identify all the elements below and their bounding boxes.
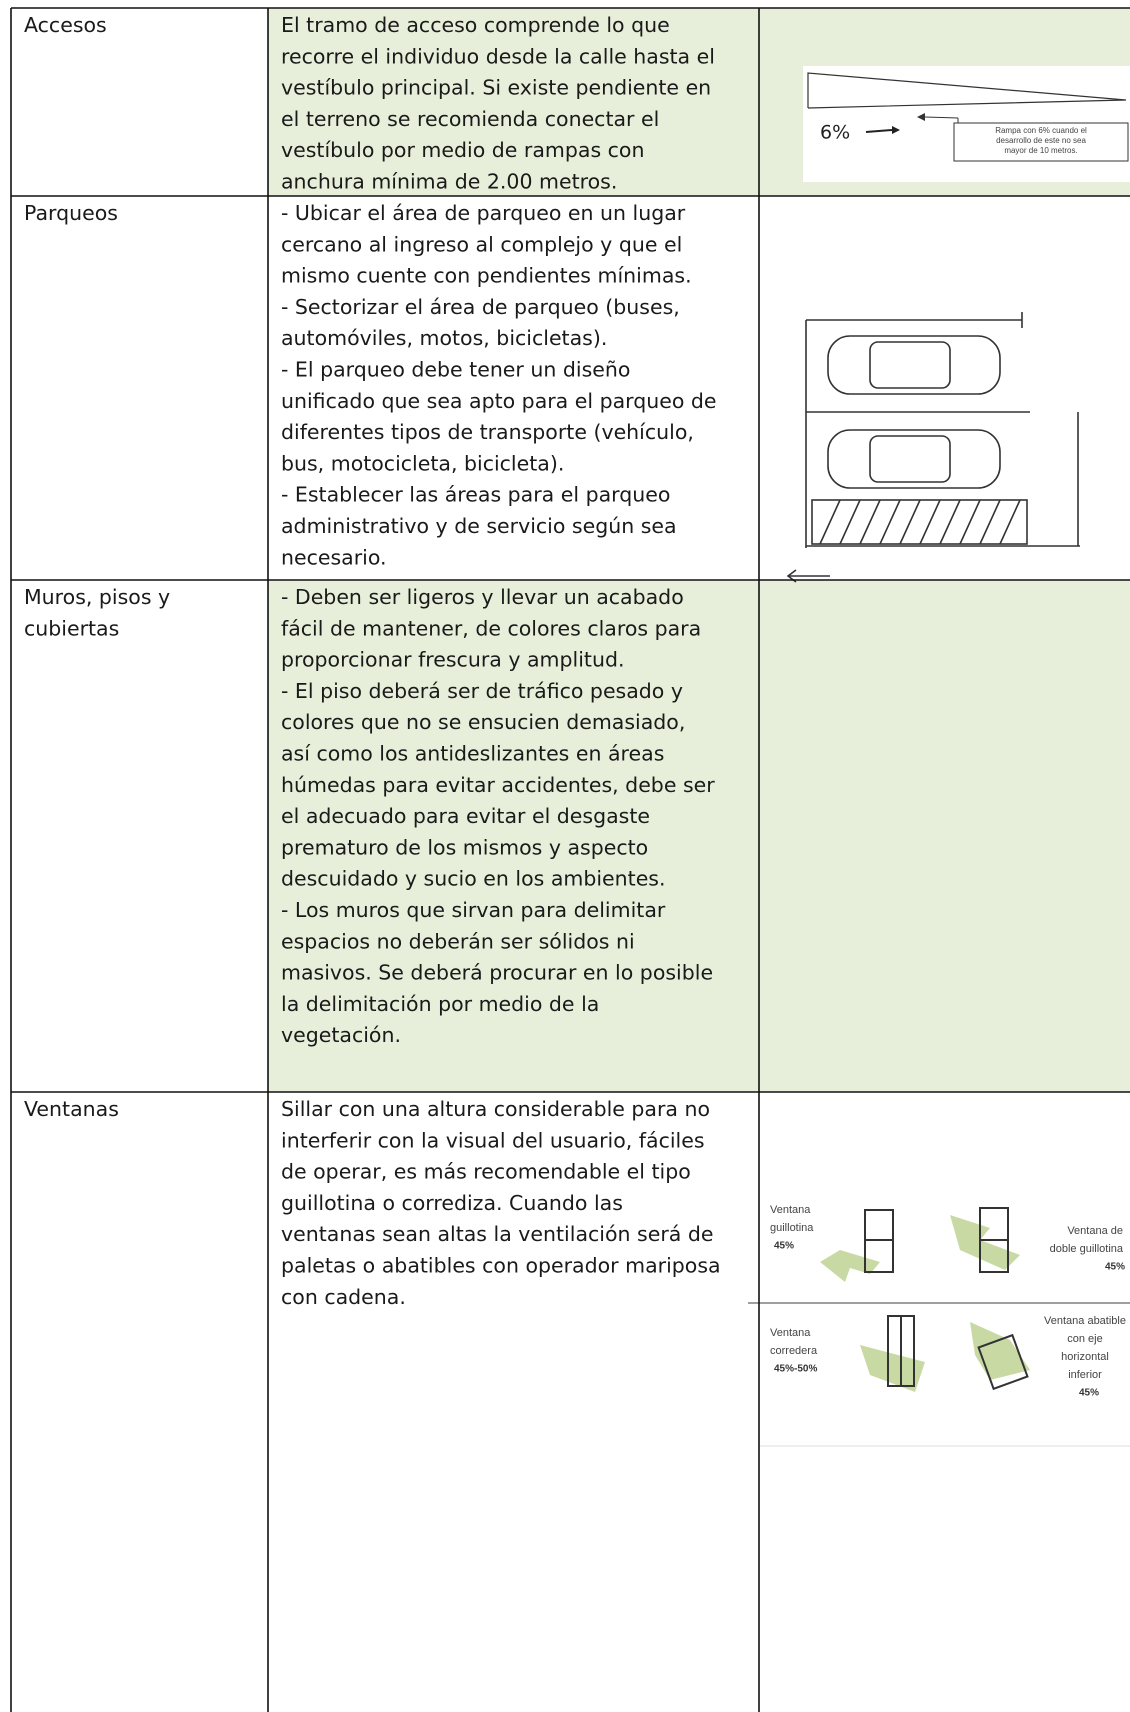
window-label: horizontal <box>1061 1351 1109 1363</box>
cell-line: - Establecer las áreas para el parqueo <box>281 483 670 507</box>
cell-line: vegetación. <box>281 1023 401 1047</box>
window-percent: 45% <box>1079 1388 1099 1399</box>
cell-line: diferentes tipos de transporte (vehículo… <box>281 420 694 444</box>
window-label: Ventana <box>770 1204 811 1216</box>
table-borders <box>10 7 1130 1712</box>
row-label: Accesos <box>24 13 107 37</box>
window-label: Ventana <box>770 1327 811 1339</box>
parking-sketch <box>786 312 1080 583</box>
cell-line: - El parqueo debe tener un diseño <box>281 358 630 382</box>
window-percent: 45% <box>1105 1262 1125 1273</box>
window-label: Ventana de <box>1067 1225 1123 1237</box>
cell-line: fácil de mantener, de colores claros par… <box>281 616 701 640</box>
cell-line: interferir con la visual del usuario, fá… <box>281 1128 705 1152</box>
cell-line: la delimitación por medio de la <box>281 992 599 1016</box>
window-label: con eje <box>1067 1333 1102 1345</box>
cell-line: mismo cuente con pendientes mínimas. <box>281 264 692 288</box>
cell-line: - Deben ser ligeros y llevar un acabado <box>281 585 684 609</box>
window-label: guillotina <box>770 1222 814 1234</box>
row-label: Muros, pisos y <box>24 585 170 609</box>
cell-line: El tramo de acceso comprende lo que <box>281 13 670 37</box>
slope-label: 6% <box>820 122 850 144</box>
ramp-note: desarrollo de este no sea <box>996 136 1086 145</box>
windows-figure <box>748 1207 1130 1447</box>
ramp-note: Rampa con 6% cuando el <box>995 126 1087 135</box>
cell-line: automóviles, motos, bicicletas). <box>281 326 607 350</box>
ramp-note: mayor de 10 metros. <box>1004 146 1077 155</box>
cell-line: espacios no deberán ser sólidos ni <box>281 929 635 953</box>
cell-line: vestíbulo principal. Si existe pendiente… <box>281 76 711 100</box>
window-label: inferior <box>1068 1369 1102 1381</box>
cell-line: - Sectorizar el área de parqueo (buses, <box>281 295 680 319</box>
cell-line: proporcionar frescura y amplitud. <box>281 648 624 672</box>
cell-line: - Ubicar el área de parqueo en un lugar <box>281 201 686 225</box>
window-percent: 45%-50% <box>774 1364 817 1375</box>
row-label: Ventanas <box>24 1097 119 1121</box>
cell-bg <box>268 580 759 1092</box>
cell-line: unificado que sea apto para el parqueo d… <box>281 389 717 413</box>
window-label: Ventana abatible <box>1044 1315 1126 1327</box>
cell-line: bus, motocicleta, bicicleta). <box>281 451 564 475</box>
cell-line: Sillar con una altura considerable para … <box>281 1097 710 1121</box>
window-percent: 45% <box>774 1241 794 1252</box>
cell-line: necesario. <box>281 545 387 569</box>
cell-line: el terreno se recomienda conectar el <box>281 107 659 131</box>
cell-bg <box>759 580 1130 1092</box>
window-label: corredera <box>770 1345 818 1357</box>
cell-line: con cadena. <box>281 1285 406 1309</box>
row-label: cubiertas <box>24 616 119 640</box>
cell-line: húmedas para evitar accidentes, debe ser <box>281 773 715 797</box>
cell-line: - El piso deberá ser de tráfico pesado y <box>281 679 683 703</box>
cell-line: administrativo y de servicio según sea <box>281 514 677 538</box>
cell-line: guillotina o corrediza. Cuando las <box>281 1191 623 1215</box>
cell-line: colores que no se ensucien demasiado, <box>281 710 685 734</box>
cell-line: - Los muros que sirvan para delimitar <box>281 898 666 922</box>
cell-line: ventanas sean altas la ventilación será … <box>281 1222 713 1246</box>
cell-line: de operar, es más recomendable el tipo <box>281 1160 691 1184</box>
cell-line: masivos. Se deberá procurar en lo posibl… <box>281 961 713 985</box>
cell-line: vestíbulo por medio de rampas con <box>281 138 644 162</box>
cell-line: recorre el individuo desde la calle hast… <box>281 44 715 68</box>
cell-bg <box>268 8 759 196</box>
cell-line: prematuro de los mismos y aspecto <box>281 835 648 859</box>
cell-line: paletas o abatibles con operador maripos… <box>281 1254 721 1278</box>
window-label: doble guillotina <box>1050 1243 1124 1255</box>
row-label: Parqueos <box>24 201 118 225</box>
cell-line: cercano al ingreso al complejo y que el <box>281 232 682 256</box>
cell-line: así como los antideslizantes en áreas <box>281 742 664 766</box>
cell-line: anchura mínima de 2.00 metros. <box>281 170 617 194</box>
cell-line: el adecuado para evitar el desgaste <box>281 804 650 828</box>
ramp-figure <box>803 66 1130 182</box>
cell-line: descuidado y sucio en los ambientes. <box>281 867 666 891</box>
